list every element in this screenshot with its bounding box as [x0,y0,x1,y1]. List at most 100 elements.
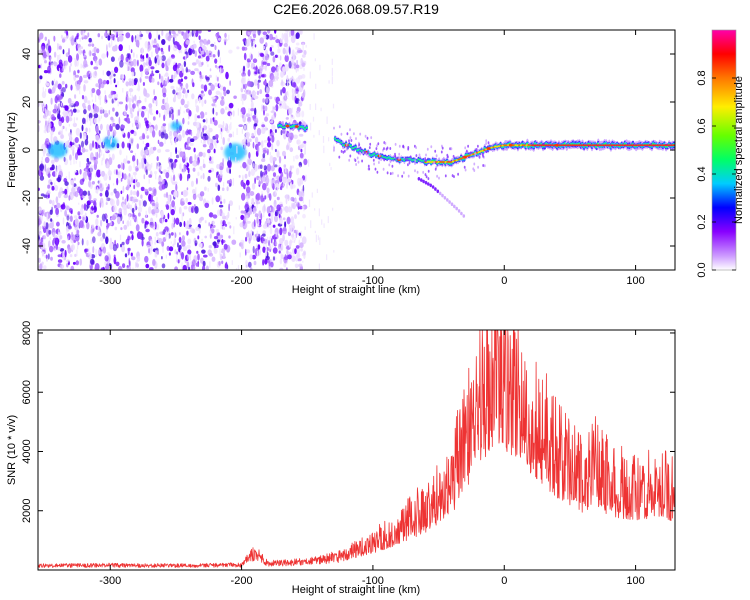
spectrogram-noise-cell [93,46,97,54]
spectrogram-noise-cell [60,204,66,210]
spectrogram-noise-cell [194,153,197,161]
spectrogram-noise-cell [101,35,104,40]
spectrogram-noise-cell [173,238,177,246]
spectrogram-noise-cell [74,101,80,107]
spectrogram-noise-cell [50,114,55,121]
spectrogram-noise-cell [118,116,121,125]
spectrogram-noise-cell [86,158,90,163]
spectrogram-noise-cell [144,221,149,225]
spectrogram-noise-cell [272,172,277,177]
spectrogram-ridge-scatter [404,157,407,161]
spectrogram-noise-cell [96,169,101,178]
spectrogram-noise-cell [104,110,108,114]
spectrogram-noise-cell [298,263,303,268]
spectrogram-noise-cell [257,244,261,250]
spectrogram-noise-cell [48,110,52,116]
spectrogram-noise-cell [68,208,73,213]
spectrogram-noise-cell [157,148,162,153]
spectrogram-noise-cell [248,152,251,159]
spectrogram-noise-cell [265,97,269,104]
spectrogram-haze-cell [304,226,306,230]
spectrogram-noise-cell [130,67,135,73]
spectrogram-haze-cell [282,182,284,187]
spectrogram-haze-cell [100,115,102,119]
spectrogram-noise-cell [52,199,55,207]
spectrogram-noise-cell [159,141,164,147]
spectrogram-noise-cell [62,253,65,261]
spectrogram-noise-cell [268,193,271,198]
spectrogram-noise-cell [216,66,219,70]
spectrogram-noise-cell [184,76,188,80]
spectrogram-noise-cell [77,148,81,156]
spectrogram-noise-cell [42,147,47,155]
spectrogram-noise-cell [70,145,75,151]
spectrogram-noise-cell [291,88,294,94]
spectrogram-noise-cell [51,80,54,86]
spectrogram-noise-cell [294,214,297,220]
spectrogram-noise-cell [155,46,159,55]
spectrogram-ridge-peak [626,144,629,147]
spectrogram-haze-cell [48,123,50,131]
spectrogram-noise-cell [105,197,108,203]
spectrogram-noise-cell [52,108,57,114]
spectrogram-ridge-scatter [377,142,380,146]
spectrogram-noise-cell [114,66,119,74]
spectrogram-noise [38,30,335,270]
spectrogram-haze-cell [309,104,311,110]
spectrogram-haze-cell [331,76,333,85]
spectrogram-haze-cell [166,230,168,237]
spectrogram-ridge-scatter [385,147,388,151]
spectrogram-haze-cell [147,110,149,119]
spectrogram-noise-cell [186,187,189,191]
spectrogram-haze-cell [269,151,271,156]
spectrogram-noise-cell [252,245,255,254]
spectrogram-ridge-scatter [403,171,405,175]
spectrogram-noise-cell [284,54,289,63]
spectrogram-noise-cell [206,41,209,46]
spectrogram-noise-cell [274,129,277,133]
spectrogram-noise-cell [167,212,170,220]
spectrogram-ridge-scatter [450,147,453,151]
spectrogram-noise-cell [168,252,171,256]
spectrogram-noise-cell [98,147,101,154]
x-tick-label: -100 [362,275,384,287]
spectrogram-haze-cell [45,88,47,93]
spectrogram-noise-blob [170,121,182,131]
spectrogram-noise-cell [177,242,179,248]
spectrogram-ridge-scatter [402,144,405,148]
spectrogram-noise-cell [150,66,155,70]
spectrogram-noise-cell [201,249,206,254]
spectrogram-haze-cell [127,62,129,71]
spectrogram-noise-cell [183,60,187,68]
spectrogram-noise-cell [295,167,300,176]
spectrogram-haze-cell [131,175,133,179]
spectrogram-noise-cell [197,253,200,261]
spectrogram-noise-cell [41,261,44,266]
spectrogram-noise-cell [67,236,69,241]
spectrogram-noise-cell [216,164,220,169]
spectrogram-haze-cell [145,128,147,134]
spectrogram-noise-cell [146,53,149,59]
spectrogram-noise-cell [151,77,155,83]
spectrogram-haze-cell [237,160,239,163]
spectrogram-noise-cell [178,129,181,133]
spectrogram-noise-cell [104,147,109,152]
spectrogram-ridge-scatter [353,132,355,136]
spectrogram-haze-cell [319,237,321,245]
spectrogram-ridge-peak [486,147,491,150]
spectrogram-haze-cell [241,128,243,134]
spectrogram-noise-cell [252,58,258,63]
snr-series-line [38,330,675,568]
spectrogram-ridge-peak [520,144,523,147]
spectrogram-noise-cell [244,214,249,221]
spectrogram-noise-cell [164,80,168,85]
spectrogram-noise-cell [104,32,107,37]
spectrogram-noise-cell [184,32,190,39]
spectrogram-noise-cell [223,198,226,204]
spectrogram-branch-cell [450,202,454,206]
spectrogram-ridge-scatter [472,167,475,171]
spectrogram-noise-cell [301,119,304,124]
spectrogram-noise-cell [293,134,298,140]
spectrogram-noise-cell [278,250,281,254]
